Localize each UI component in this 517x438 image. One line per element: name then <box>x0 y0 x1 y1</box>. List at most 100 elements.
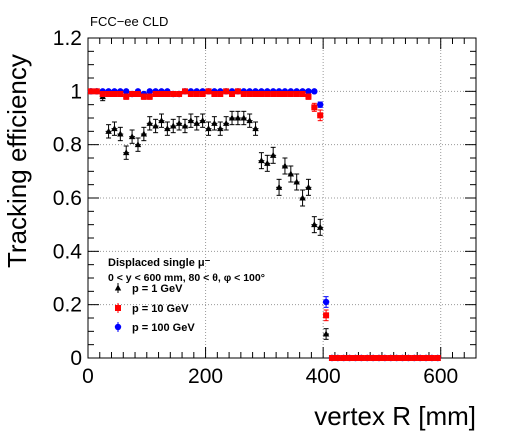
data-point <box>340 355 347 361</box>
data-point <box>322 298 330 306</box>
data-point <box>317 112 324 119</box>
data-point <box>399 355 406 361</box>
data-point <box>205 125 212 132</box>
data-point <box>381 355 388 361</box>
data-point <box>123 93 130 100</box>
data-point <box>423 355 430 361</box>
data-point <box>229 91 236 97</box>
data-point <box>317 101 324 108</box>
data-point <box>117 91 124 97</box>
data-point <box>146 119 153 126</box>
data-point <box>123 149 130 156</box>
data-point <box>252 91 259 97</box>
data-point <box>393 355 400 361</box>
data-point <box>134 141 142 148</box>
data-point <box>146 88 153 95</box>
data-point <box>305 88 312 95</box>
data-point <box>376 355 382 361</box>
data-point <box>111 91 118 97</box>
data-point <box>117 130 124 137</box>
data-point <box>287 91 294 97</box>
legend-entries: p = 1 GeV p = 10 GeV p = 100 GeV <box>114 283 195 334</box>
data-point <box>164 91 171 97</box>
data-point <box>281 91 288 97</box>
data-point <box>129 91 136 97</box>
data-point <box>411 355 418 361</box>
data-point <box>187 117 195 124</box>
data-point <box>293 178 300 185</box>
data-point <box>99 91 106 97</box>
data-point <box>234 114 242 121</box>
experiment-label: FCC−ee CLD <box>90 14 168 29</box>
data-point <box>193 91 200 97</box>
x-axis-title: vertex R [mm] <box>314 401 476 431</box>
data-point <box>87 88 94 95</box>
data-point <box>134 91 141 97</box>
data-point <box>158 117 165 124</box>
data-point <box>111 125 118 132</box>
grid-lines <box>88 38 476 358</box>
data-point <box>405 355 412 361</box>
data-point <box>352 355 359 361</box>
data-point <box>246 117 253 124</box>
y-tick-labels: 0 0.2 0.4 0.6 0.8 1 1.2 <box>53 27 83 370</box>
data-point <box>187 91 194 97</box>
data-point <box>328 355 335 361</box>
y-tick-label: 0 <box>70 347 82 370</box>
data-point <box>334 355 341 361</box>
data-point <box>140 93 147 100</box>
x-tick-label: 200 <box>188 365 223 388</box>
legend-marker <box>114 323 122 331</box>
data-point <box>158 91 165 97</box>
data-point <box>140 130 148 137</box>
data-point <box>217 125 224 132</box>
data-point <box>364 355 371 361</box>
x-tick-label: 400 <box>306 365 341 388</box>
y-tick-label: 0.6 <box>53 187 82 210</box>
legend-marker <box>115 305 121 311</box>
data-point <box>346 355 353 361</box>
data-point <box>305 93 312 100</box>
data-point <box>323 312 330 319</box>
data-point <box>434 355 441 361</box>
legend-label: p = 1 GeV <box>132 283 183 295</box>
data-point <box>128 133 136 140</box>
y-axis-title: Tracking efficiency <box>2 54 32 268</box>
data-point <box>322 330 330 337</box>
data-point <box>252 125 259 132</box>
legend-entry: p = 10 GeV <box>115 303 189 315</box>
x-tick-label: 0 <box>82 365 94 388</box>
data-point <box>93 88 100 95</box>
data-point <box>269 151 277 158</box>
data-point <box>152 91 159 97</box>
axis-ticks <box>87 37 477 359</box>
legend-entry: p = 1 GeV <box>114 283 183 295</box>
y-tick-label: 1 <box>70 80 82 103</box>
data-point <box>311 221 318 228</box>
data-point <box>164 125 171 132</box>
data-point <box>222 119 230 126</box>
data-point <box>417 355 424 361</box>
legend-header-line-1: Displaced single μ⁻ <box>108 257 211 269</box>
legend-header-line-2: 0 < y < 600 mm, 80 < θ, φ < 100° <box>108 272 265 284</box>
data-point <box>311 104 318 111</box>
data-point <box>170 91 177 97</box>
data-point <box>217 91 224 97</box>
data-point <box>246 91 253 97</box>
data-point <box>293 91 300 97</box>
data-point <box>287 170 295 177</box>
series-p-10-gev <box>87 88 441 361</box>
data-point <box>299 91 306 97</box>
data-point <box>240 91 247 97</box>
data-point <box>146 93 153 100</box>
data-point <box>181 122 189 129</box>
data-point <box>223 88 230 95</box>
data-point <box>228 114 236 121</box>
data-point <box>305 183 312 190</box>
data-point <box>358 355 365 361</box>
data-point <box>193 119 200 126</box>
y-tick-label: 0.2 <box>53 294 82 317</box>
data-point <box>264 159 271 166</box>
data-point <box>387 355 394 361</box>
